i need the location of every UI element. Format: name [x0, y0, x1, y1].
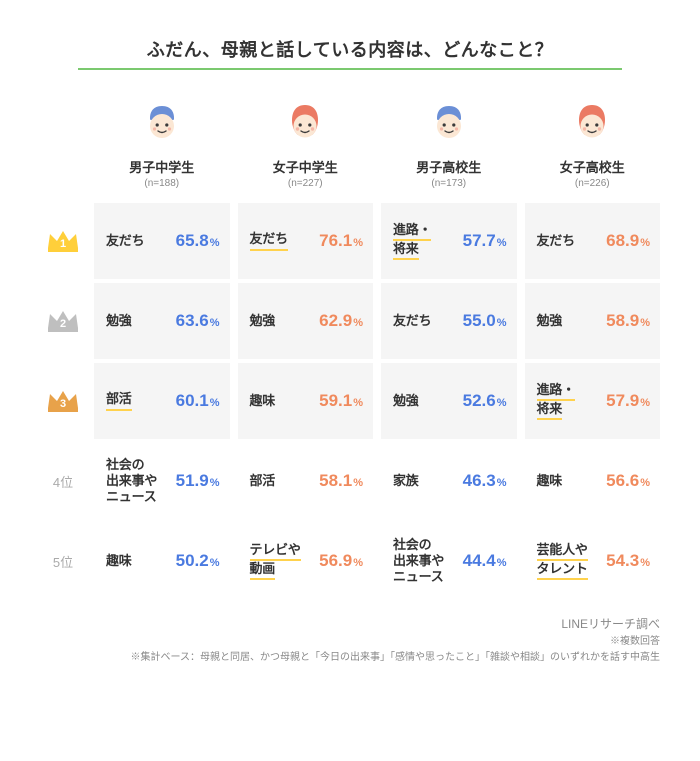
- column-header: 女子高校生 (n=226): [525, 102, 661, 189]
- cell-value: 44.4%: [463, 551, 507, 571]
- column-title: 女子高校生: [525, 157, 661, 176]
- rank-row: 4位 社会の出来事やニュース 51.9% 部活 58.1% 家族 46.3% 趣…: [40, 443, 660, 519]
- ranking-grid: 1 友だち 65.8% 友だち 76.1% 進路・将来 57.7% 友だち 68…: [40, 203, 660, 599]
- column-subtitle: (n=188): [94, 178, 230, 189]
- column-title: 女子中学生: [238, 157, 374, 176]
- column-headers: 男子中学生 (n=188) 女子中学生 (n=227) 男子高校生 (n=173…: [40, 102, 660, 189]
- data-cell: 友だち 68.9%: [525, 203, 661, 279]
- data-cell: 部活 58.1%: [238, 443, 374, 519]
- data-cell: 社会の出来事やニュース 44.4%: [381, 523, 517, 599]
- cell-value: 58.1%: [319, 471, 363, 491]
- cell-label: 勉強: [106, 313, 132, 329]
- data-cell: 家族 46.3%: [381, 443, 517, 519]
- rank-row: 3 部活 60.1% 趣味 59.1% 勉強 52.6% 進路・将来 57.9%: [40, 363, 660, 439]
- cell-value: 76.1%: [319, 231, 363, 251]
- rank-indicator: 2: [40, 283, 86, 359]
- data-cell: 友だち 65.8%: [94, 203, 230, 279]
- cell-value: 56.6%: [606, 471, 650, 491]
- data-cell: テレビや動画 56.9%: [238, 523, 374, 599]
- cell-label: 勉強: [250, 313, 276, 329]
- cell-label: 趣味: [106, 553, 132, 569]
- column-subtitle: (n=226): [525, 178, 661, 189]
- footnote-line: ※複数回答: [40, 634, 660, 650]
- rank-number: 5位: [53, 552, 73, 571]
- cell-label: 友だち: [537, 233, 575, 249]
- cell-label: 進路・将来: [393, 222, 431, 261]
- rank-row: 5位 趣味 50.2% テレビや動画 56.9% 社会の出来事やニュース 44.…: [40, 523, 660, 599]
- data-cell: 趣味 59.1%: [238, 363, 374, 439]
- data-cell: 趣味 56.6%: [525, 443, 661, 519]
- cell-label: 勉強: [393, 393, 419, 409]
- svg-text:1: 1: [60, 238, 66, 250]
- cell-label: 勉強: [537, 313, 563, 329]
- page-title: ふだん、母親と話している内容は、どんなこと？: [78, 36, 622, 70]
- rank-indicator: 1: [40, 203, 86, 279]
- cell-value: 62.9%: [319, 311, 363, 331]
- data-cell: 友だち 55.0%: [381, 283, 517, 359]
- cell-label: 趣味: [537, 473, 563, 489]
- cell-value: 46.3%: [463, 471, 507, 491]
- footnote-line: ※集計ベース：母親と同居、かつ母親と「今日の出来事」「感情や思ったこと」「雑談や…: [40, 650, 660, 666]
- cell-label: テレビや動画: [250, 542, 301, 581]
- infographic-container: ふだん、母親と話している内容は、どんなこと？ 男子中学生 (n=188) 女子中…: [0, 0, 700, 696]
- cell-label: 友だち: [393, 313, 431, 329]
- column-subtitle: (n=227): [238, 178, 374, 189]
- rank-row: 2 勉強 63.6% 勉強 62.9% 友だち 55.0% 勉強 58.9%: [40, 283, 660, 359]
- data-cell: 勉強 63.6%: [94, 283, 230, 359]
- cell-value: 65.8%: [176, 231, 220, 251]
- data-cell: 友だち 76.1%: [238, 203, 374, 279]
- cell-label: 社会の出来事やニュース: [106, 457, 157, 506]
- data-cell: 社会の出来事やニュース 51.9%: [94, 443, 230, 519]
- column-title: 男子中学生: [94, 157, 230, 176]
- data-cell: 部活 60.1%: [94, 363, 230, 439]
- rank-row: 1 友だち 65.8% 友だち 76.1% 進路・将来 57.7% 友だち 68…: [40, 203, 660, 279]
- cell-value: 59.1%: [319, 391, 363, 411]
- rank-indicator: 5位: [40, 523, 86, 599]
- footnote-line: LINEリサーチ調べ: [40, 615, 660, 634]
- data-cell: 勉強 58.9%: [525, 283, 661, 359]
- column-header: 男子高校生 (n=173): [381, 102, 517, 189]
- column-header: 女子中学生 (n=227): [238, 102, 374, 189]
- cell-value: 57.7%: [463, 231, 507, 251]
- cell-value: 52.6%: [463, 391, 507, 411]
- column-header: 男子中学生 (n=188): [94, 102, 230, 189]
- cell-label: 部活: [106, 391, 132, 410]
- cell-value: 56.9%: [319, 551, 363, 571]
- data-cell: 勉強 52.6%: [381, 363, 517, 439]
- rank-number: 4位: [53, 472, 73, 491]
- cell-label: 芸能人やタレント: [537, 542, 588, 581]
- rank-indicator: 3: [40, 363, 86, 439]
- cell-value: 63.6%: [176, 311, 220, 331]
- column-subtitle: (n=173): [381, 178, 517, 189]
- cell-value: 60.1%: [176, 391, 220, 411]
- cell-value: 51.9%: [176, 471, 220, 491]
- rank-indicator: 4位: [40, 443, 86, 519]
- cell-value: 55.0%: [463, 311, 507, 331]
- cell-label: 部活: [250, 473, 276, 489]
- cell-value: 57.9%: [606, 391, 650, 411]
- data-cell: 進路・将来 57.9%: [525, 363, 661, 439]
- svg-text:3: 3: [60, 398, 66, 410]
- column-title: 男子高校生: [381, 157, 517, 176]
- data-cell: 芸能人やタレント 54.3%: [525, 523, 661, 599]
- data-cell: 進路・将来 57.7%: [381, 203, 517, 279]
- cell-label: 友だち: [250, 231, 288, 250]
- cell-label: 趣味: [250, 393, 276, 409]
- cell-label: 社会の出来事やニュース: [393, 537, 444, 586]
- data-cell: 勉強 62.9%: [238, 283, 374, 359]
- cell-label: 家族: [393, 473, 419, 489]
- cell-value: 54.3%: [606, 551, 650, 571]
- cell-value: 58.9%: [606, 311, 650, 331]
- data-cell: 趣味 50.2%: [94, 523, 230, 599]
- cell-label: 進路・将来: [537, 382, 575, 421]
- svg-text:2: 2: [60, 318, 66, 330]
- cell-value: 68.9%: [606, 231, 650, 251]
- cell-value: 50.2%: [176, 551, 220, 571]
- footnotes: LINEリサーチ調べ※複数回答※集計ベース：母親と同居、かつ母親と「今日の出来事…: [40, 615, 660, 666]
- cell-label: 友だち: [106, 233, 144, 249]
